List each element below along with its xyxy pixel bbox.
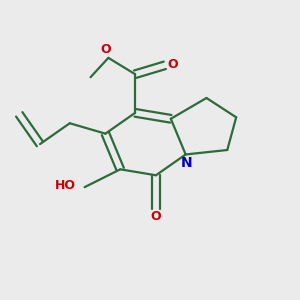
Text: O: O: [100, 43, 111, 56]
Text: O: O: [168, 58, 178, 71]
Text: O: O: [151, 210, 161, 224]
Text: HO: HO: [55, 179, 76, 192]
Text: N: N: [180, 156, 192, 170]
